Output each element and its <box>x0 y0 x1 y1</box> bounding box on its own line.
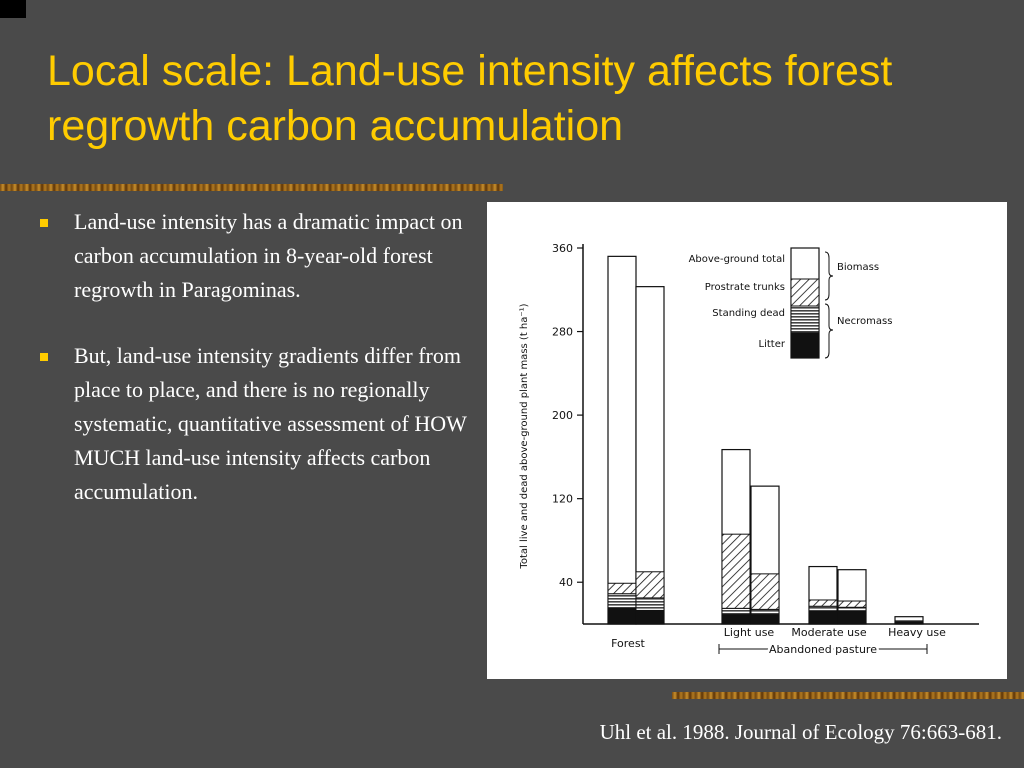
bar-segment-litter <box>808 610 838 625</box>
bar-segment-standing-dead <box>635 597 665 611</box>
legend-swatch-prostrate <box>790 278 820 307</box>
bar-segment-litter <box>635 609 665 625</box>
y-tick-label: 200 <box>552 409 573 422</box>
bullet-square-icon <box>40 219 48 227</box>
title-divider <box>0 184 503 191</box>
bar-segment-litter <box>750 614 780 625</box>
legend-swatch-litter <box>790 332 820 359</box>
bar-segment-standing-dead <box>721 607 751 616</box>
bar-segment-standing-dead <box>607 593 637 609</box>
chart-panel: 40 120 200 280 360 Total live and dead above-… <box>487 202 1007 679</box>
legend-group-necromass: Necromass <box>837 316 892 327</box>
legend-label-litter: Litter <box>759 339 786 350</box>
bar-segment-prostrate-trunks <box>750 573 780 610</box>
bullet-item: But, land-use intensity gradients differ… <box>36 339 476 509</box>
slide-title: Local scale: Land-use intensity affects … <box>47 47 893 150</box>
category-label: Moderate use <box>791 626 867 639</box>
bar-segment-prostrate-trunks <box>607 582 637 595</box>
biomass-bracket <box>824 251 834 301</box>
bar-total <box>607 255 637 625</box>
bar-segment-standing-dead <box>750 608 780 616</box>
category-label: Light use <box>724 626 775 639</box>
bullet-text: Land-use intensity has a dramatic impact… <box>74 209 463 302</box>
bar-segment-standing-dead <box>894 620 924 623</box>
bar-segment-standing-dead <box>808 605 838 612</box>
y-tick-label: 40 <box>559 576 573 589</box>
bar-segment-prostrate-trunks <box>808 599 838 607</box>
category-label: Forest <box>611 637 645 650</box>
y-tick-label: 360 <box>552 242 573 255</box>
bar-segment-prostrate-trunks <box>837 600 867 608</box>
bullet-square-icon <box>40 353 48 361</box>
legend-group-biomass: Biomass <box>837 262 879 273</box>
necromass-bracket <box>824 303 834 359</box>
bar-segment-standing-dead <box>837 606 867 612</box>
footer-divider <box>672 692 1024 699</box>
group-label: Abandoned pasture <box>769 643 877 656</box>
y-tick-label: 280 <box>552 326 573 339</box>
legend-label-prostrate: Prostrate trunks <box>705 282 785 293</box>
legend-swatch-standing-dead <box>790 305 820 334</box>
legend-label-standing-dead: Standing dead <box>712 308 785 319</box>
bullet-text: But, land-use intensity gradients differ… <box>74 343 467 504</box>
y-tick-label: 120 <box>552 493 573 506</box>
bullet-list: Land-use intensity has a dramatic impact… <box>36 205 476 541</box>
bar-segment-litter <box>837 610 867 625</box>
bar-segment-litter <box>607 607 637 625</box>
corner-mark <box>0 0 26 18</box>
bar-segment-prostrate-trunks <box>721 533 751 609</box>
category-label: Heavy use <box>888 626 946 639</box>
legend-label-total: Above-ground total <box>689 254 785 265</box>
bar-segment-litter <box>721 614 751 625</box>
citation: Uhl et al. 1988. Journal of Ecology 76:6… <box>599 720 1002 744</box>
biomass-chart: 40 120 200 280 360 Total live and dead above-… <box>519 242 979 659</box>
bar-segment-prostrate-trunks <box>635 571 665 599</box>
bullet-item: Land-use intensity has a dramatic impact… <box>36 205 476 307</box>
y-axis-title: Total live and dead above-ground plant m… <box>519 303 530 569</box>
